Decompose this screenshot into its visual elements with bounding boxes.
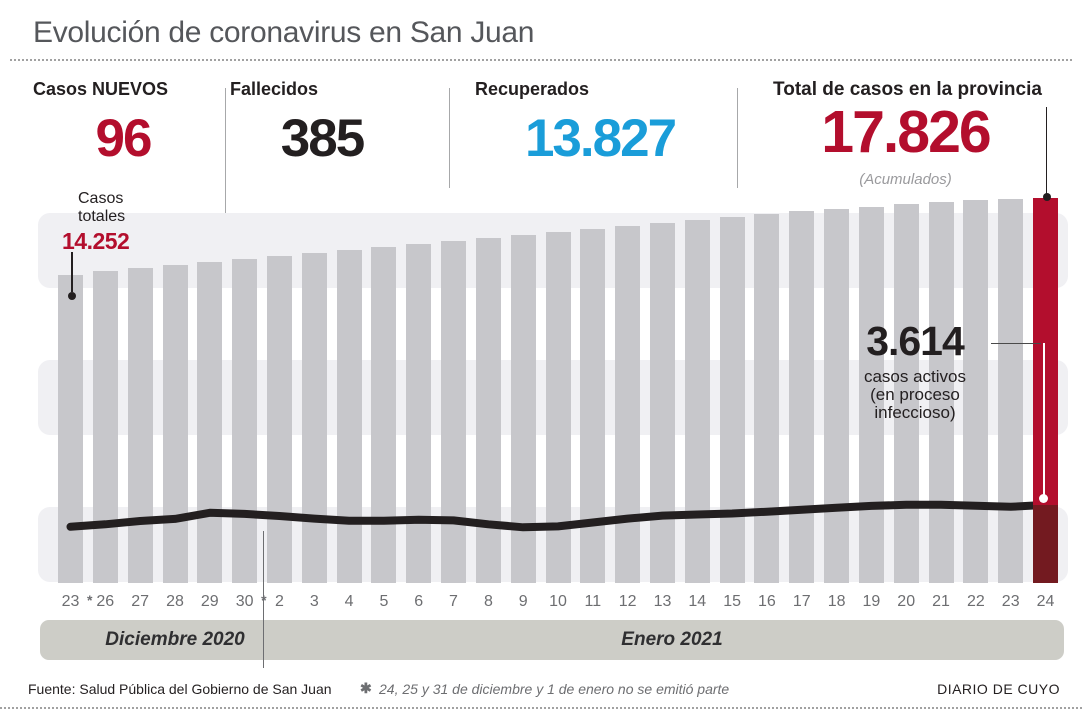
stat-value-casos-nuevos: 96: [95, 109, 153, 168]
page-title: Evolución de coronavirus en San Juan: [33, 16, 535, 49]
casos-totales-leader-line: [71, 252, 73, 292]
stat-label-total-provincia: Total de casos en la provincia: [773, 79, 1042, 100]
x-axis-label: 23: [1001, 593, 1020, 610]
x-axis-label: 13: [653, 593, 672, 610]
x-axis-label: 3: [309, 593, 319, 610]
x-axis-label: 10: [549, 593, 567, 610]
x-axis-label: 29: [200, 593, 219, 610]
month-band: [40, 620, 1064, 660]
activos-label: casos activos (en proceso infeccioso): [863, 367, 967, 422]
x-axis-label: 21: [932, 593, 950, 610]
bar-total: [336, 250, 362, 583]
x-axis-label: 4: [344, 593, 354, 610]
bar-total: [789, 211, 815, 583]
x-axis-label: 7: [449, 593, 458, 610]
x-axis-label: 27: [131, 593, 149, 610]
stat-value-fallecidos: 385: [280, 109, 365, 168]
bar-total: [92, 271, 118, 583]
stat-value-total-provincia: 17.826: [821, 99, 991, 165]
bar-total: [127, 268, 153, 583]
bar-total: [615, 226, 641, 583]
x-axis-label: 14: [688, 593, 707, 610]
no-report-asterisk: *: [87, 592, 93, 608]
activos-dot: [1039, 494, 1048, 503]
month-label-diciembre: Diciembre 2020: [105, 629, 245, 650]
x-axis-label: 18: [827, 593, 846, 610]
x-axis-label: 28: [166, 593, 184, 610]
activos-leader-line: [991, 343, 1041, 344]
x-axis-label: 5: [379, 593, 389, 610]
x-axis-label: 19: [862, 593, 881, 610]
brand-name: DIARIO DE CUYO: [937, 681, 1060, 697]
activos-leader-line-vertical: [1043, 343, 1045, 496]
month-label-enero: Enero 2021: [621, 629, 723, 650]
bar-total: [580, 229, 606, 583]
bar-total: [162, 265, 188, 583]
bar-total: [232, 259, 258, 583]
casos-totales-value: 14.252: [62, 228, 130, 254]
x-axis-label: 26: [96, 593, 115, 610]
stat-value-recuperados: 13.827: [524, 109, 677, 168]
bar-total: [371, 246, 397, 583]
activos-value: 3.614: [866, 318, 965, 364]
bar-total: [754, 214, 780, 583]
stat-divider: [225, 88, 226, 250]
x-axis-label: 2: [274, 593, 284, 610]
stat-note-acumulados: (Acumulados): [859, 171, 952, 188]
x-axis-label: 12: [618, 593, 637, 610]
bar-total: [197, 262, 223, 583]
bar-total: [441, 241, 466, 583]
bar-total: [650, 223, 675, 583]
top-dotted-divider: [10, 59, 1072, 61]
x-axis-label: 9: [518, 593, 528, 610]
x-axis-label: 23: [61, 593, 80, 610]
bar-total: [475, 238, 501, 583]
footnote-text: 24, 25 y 31 de diciembre y 1 de enero no…: [379, 681, 730, 697]
bar-total: [510, 235, 536, 583]
stat-label-recuperados: Recuperados: [475, 79, 590, 99]
x-axis-label: 24: [1036, 593, 1055, 610]
total-leader-line: [1046, 107, 1048, 196]
bar-total: [719, 216, 745, 583]
bar-total: [406, 243, 432, 583]
x-axis-label: 30: [235, 593, 254, 610]
x-axis-label: 8: [483, 593, 493, 610]
casos-totales-dot: [68, 292, 76, 300]
x-axis-label: 15: [723, 593, 741, 610]
total-dot: [1043, 193, 1051, 201]
x-axis-label: 11: [584, 593, 602, 610]
stat-label-casos-nuevos: Casos NUEVOS: [33, 79, 169, 99]
x-axis-label: 17: [792, 593, 811, 610]
bar-total-highlight: [1033, 198, 1058, 583]
x-axis-label: 20: [897, 593, 916, 610]
x-axis-label: 16: [757, 593, 776, 610]
bar-total: [58, 275, 83, 583]
x-axis-label: 22: [966, 593, 985, 610]
x-axis-labels: 23 26 27 28 29 30 2 3 4 5 6 7 8 9 10 11 12 13 14 15 16 17 18 19…: [58, 592, 1058, 613]
x-axis-label: 6: [414, 593, 424, 610]
source-text: Fuente: Salud Pública del Gobierno de Sa…: [28, 681, 332, 697]
stat-divider: [737, 88, 738, 188]
footnote-asterisk-icon: ✱: [360, 680, 372, 696]
stat-label-fallecidos: Fallecidos: [230, 79, 319, 99]
stat-divider: [449, 88, 450, 188]
casos-totales-label: Casos totales: [78, 190, 126, 225]
bar-total: [301, 253, 327, 583]
bar-total: [684, 219, 710, 583]
bar-total: [266, 256, 292, 583]
month-divider-line: [263, 531, 264, 668]
bottom-dotted-divider: [0, 707, 1082, 709]
bar-total: [545, 232, 571, 583]
